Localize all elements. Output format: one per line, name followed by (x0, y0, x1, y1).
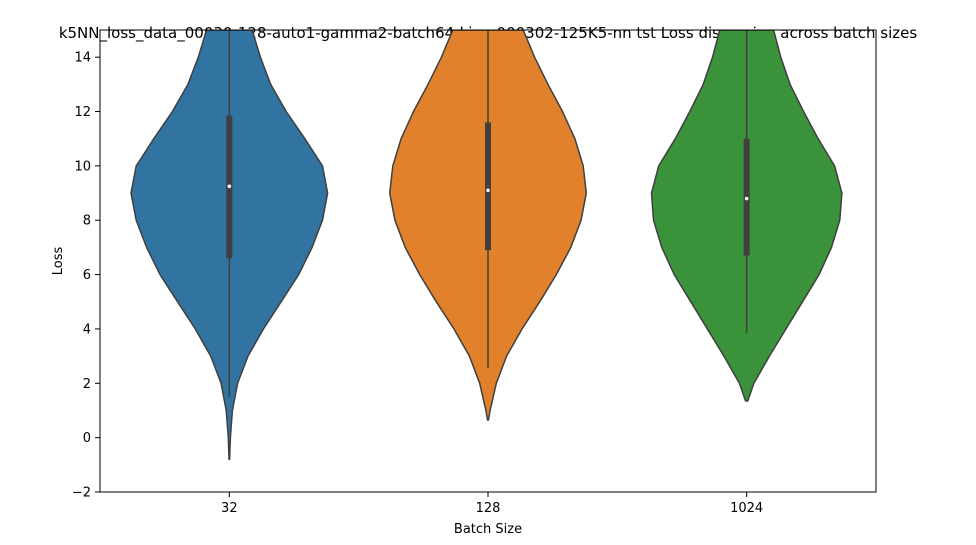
violins-group (130, 30, 843, 461)
x-axis-label: Batch Size (454, 522, 522, 537)
y-tick-label: 2 (83, 377, 91, 392)
violin-median-128 (486, 188, 490, 193)
plot-frame (99, 29, 877, 493)
y-tick-label: −2 (72, 486, 91, 501)
y-axis-ticks: −2 0 2 4 6 8 10 12 14 (72, 51, 100, 501)
y-tick-label: 10 (74, 159, 91, 174)
y-tick-label: 8 (83, 214, 91, 229)
y-axis-label: Loss (51, 247, 66, 276)
y-tick-label: 12 (74, 105, 91, 120)
y-tick-label: 0 (83, 431, 91, 446)
y-tick-label: 4 (83, 322, 91, 337)
x-tick-label-1024: 1024 (730, 501, 763, 516)
x-axis-ticks: 32 128 1024 (221, 492, 763, 516)
x-tick-label-128: 128 (476, 501, 501, 516)
y-tick-label: 14 (74, 51, 91, 66)
y-tick-label: 6 (83, 268, 91, 283)
violin-median-32 (227, 184, 232, 189)
x-tick-label-32: 32 (221, 501, 238, 516)
violin-iqr-box-128 (485, 122, 491, 251)
violin-median-1024 (744, 196, 749, 201)
